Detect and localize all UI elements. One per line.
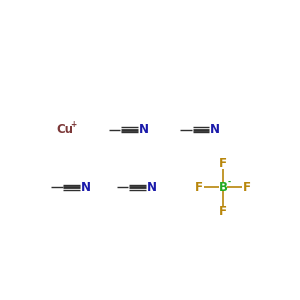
Text: Cu: Cu xyxy=(56,123,73,136)
Text: N: N xyxy=(81,181,91,194)
Text: +: + xyxy=(70,120,77,129)
Text: N: N xyxy=(210,123,220,136)
Text: N: N xyxy=(139,123,149,136)
Text: F: F xyxy=(219,157,227,170)
Text: F: F xyxy=(219,205,227,218)
Text: F: F xyxy=(243,181,251,194)
Text: N: N xyxy=(147,181,157,194)
Text: -: - xyxy=(228,178,231,187)
Text: F: F xyxy=(195,181,203,194)
Text: B: B xyxy=(218,181,228,194)
